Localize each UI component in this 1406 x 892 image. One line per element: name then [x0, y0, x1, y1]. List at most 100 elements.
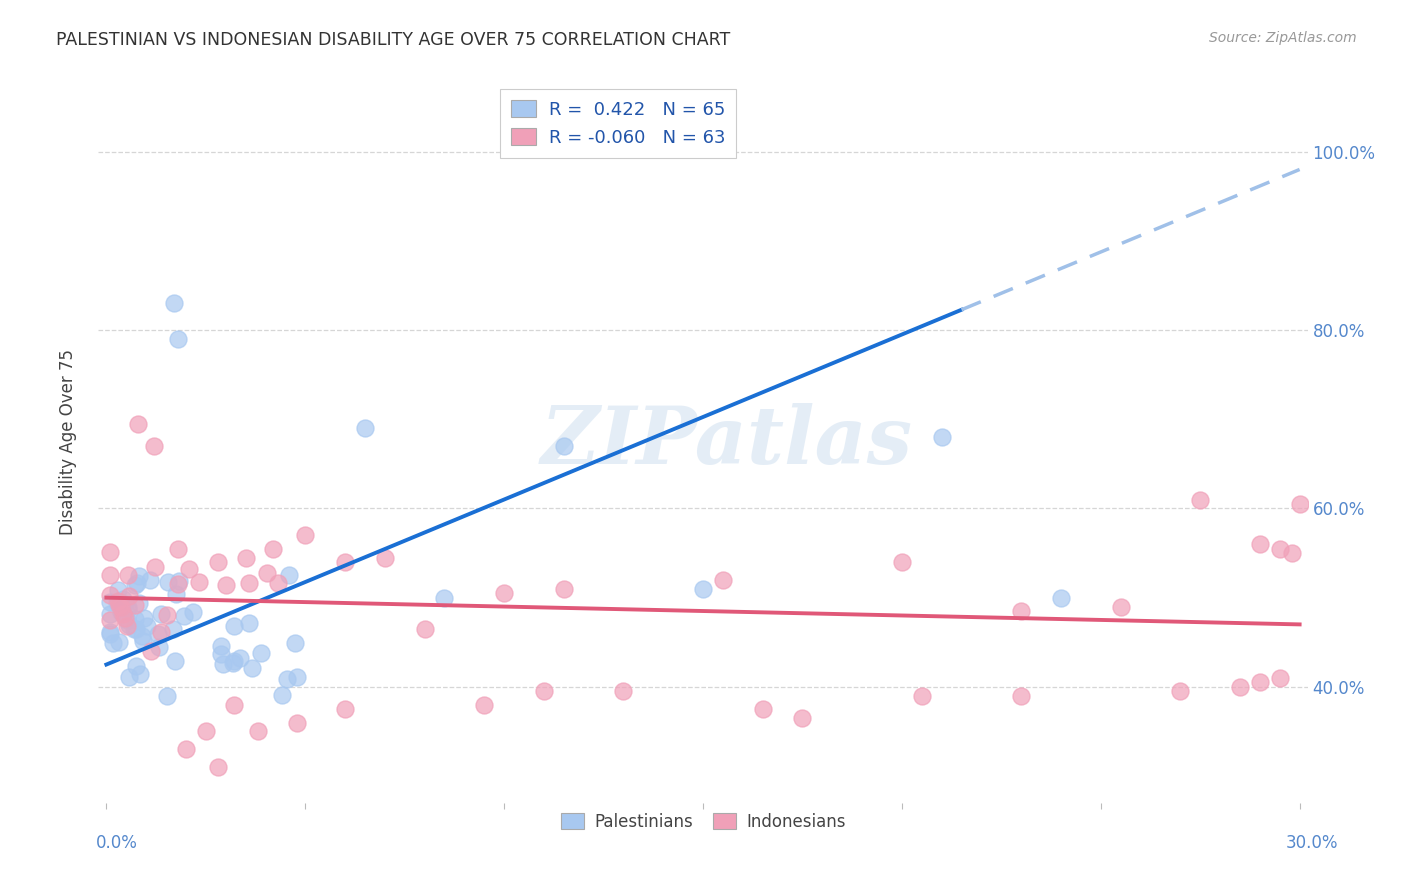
- Point: [143, 439, 166, 453]
- Point: [156, 689, 179, 703]
- Point: [1050, 591, 1073, 605]
- Point: [167, 574, 190, 589]
- Text: Source: ZipAtlas.com: Source: ZipAtlas.com: [1209, 31, 1357, 45]
- Point: [1229, 680, 1251, 694]
- Point: [132, 633, 155, 648]
- Point: [209, 639, 232, 653]
- Point: [374, 550, 396, 565]
- Point: [134, 611, 156, 625]
- Point: [222, 698, 245, 712]
- Point: [110, 599, 132, 614]
- Point: [1281, 546, 1303, 560]
- Point: [139, 573, 162, 587]
- Point: [1168, 684, 1191, 698]
- Point: [103, 636, 125, 650]
- Point: [148, 640, 170, 654]
- Point: [294, 528, 316, 542]
- Point: [124, 578, 146, 592]
- Text: 0.0%: 0.0%: [96, 834, 138, 852]
- Point: [110, 606, 132, 620]
- Point: [122, 622, 145, 636]
- Point: [333, 702, 356, 716]
- Point: [240, 661, 263, 675]
- Point: [931, 430, 953, 444]
- Point: [108, 635, 131, 649]
- Point: [124, 598, 146, 612]
- Point: [128, 596, 150, 610]
- Point: [105, 595, 128, 609]
- Point: [117, 670, 139, 684]
- Point: [167, 577, 190, 591]
- Point: [277, 567, 299, 582]
- Point: [751, 702, 773, 716]
- Point: [413, 622, 436, 636]
- Point: [211, 657, 233, 672]
- Point: [533, 684, 555, 698]
- Point: [127, 576, 149, 591]
- Point: [181, 605, 204, 619]
- Y-axis label: Disability Age Over 75: Disability Age Over 75: [59, 349, 77, 534]
- Point: [711, 573, 734, 587]
- Point: [433, 591, 456, 605]
- Point: [692, 582, 714, 596]
- Text: ZIPatlas: ZIPatlas: [541, 403, 914, 480]
- Point: [1268, 671, 1291, 685]
- Point: [209, 648, 232, 662]
- Point: [98, 595, 121, 609]
- Point: [111, 592, 134, 607]
- Point: [156, 608, 179, 623]
- Point: [207, 760, 229, 774]
- Point: [228, 651, 250, 665]
- Point: [238, 615, 260, 630]
- Point: [131, 629, 153, 643]
- Point: [112, 597, 135, 611]
- Point: [207, 555, 229, 569]
- Point: [128, 569, 150, 583]
- Point: [149, 607, 172, 621]
- Point: [98, 588, 121, 602]
- Point: [262, 541, 284, 556]
- Point: [250, 647, 273, 661]
- Point: [238, 576, 260, 591]
- Point: [108, 598, 131, 612]
- Point: [285, 670, 308, 684]
- Point: [149, 624, 172, 639]
- Point: [98, 624, 121, 639]
- Point: [890, 555, 912, 569]
- Point: [179, 562, 201, 576]
- Point: [117, 600, 139, 615]
- Point: [98, 568, 121, 582]
- Point: [114, 611, 136, 625]
- Point: [1249, 537, 1271, 551]
- Point: [553, 439, 575, 453]
- Point: [174, 742, 197, 756]
- Point: [98, 545, 121, 559]
- Point: [166, 542, 188, 557]
- Point: [115, 619, 138, 633]
- Point: [112, 607, 135, 621]
- Point: [115, 613, 138, 627]
- Point: [792, 711, 814, 725]
- Point: [1288, 497, 1310, 511]
- Point: [256, 566, 278, 580]
- Point: [146, 626, 169, 640]
- Point: [107, 582, 129, 597]
- Point: [214, 578, 236, 592]
- Point: [1010, 689, 1032, 703]
- Point: [125, 658, 148, 673]
- Point: [136, 618, 159, 632]
- Point: [118, 618, 141, 632]
- Point: [143, 559, 166, 574]
- Point: [188, 575, 211, 590]
- Point: [1109, 599, 1132, 614]
- Point: [222, 654, 245, 668]
- Point: [472, 698, 495, 712]
- Point: [111, 596, 134, 610]
- Point: [1268, 541, 1291, 556]
- Point: [1189, 492, 1212, 507]
- Point: [354, 421, 377, 435]
- Point: [124, 612, 146, 626]
- Point: [194, 724, 217, 739]
- Point: [267, 575, 290, 590]
- Point: [553, 582, 575, 596]
